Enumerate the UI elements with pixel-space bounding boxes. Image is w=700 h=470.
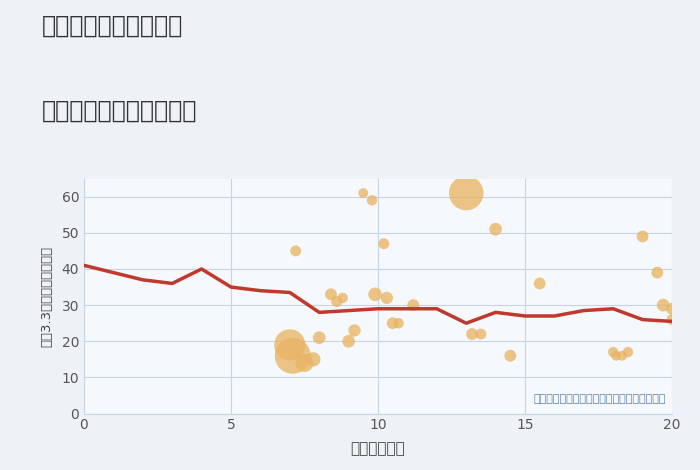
- Point: [657, 301, 668, 309]
- Point: [370, 290, 381, 298]
- Text: 円の大きさは、取引のあった物件面積を示す: 円の大きさは、取引のあった物件面積を示す: [533, 394, 666, 404]
- Point: [326, 290, 337, 298]
- Point: [308, 356, 319, 363]
- Point: [461, 189, 472, 197]
- Point: [343, 337, 354, 345]
- Point: [299, 359, 310, 367]
- Point: [290, 247, 301, 255]
- Text: 駅距離別中古戸建て価格: 駅距離別中古戸建て価格: [42, 99, 197, 123]
- Point: [666, 305, 678, 313]
- Point: [393, 320, 404, 327]
- Point: [466, 330, 477, 338]
- Point: [490, 226, 501, 233]
- Point: [358, 189, 369, 197]
- Y-axis label: 坪（3.3㎡）単価（万円）: 坪（3.3㎡）単価（万円）: [40, 245, 53, 347]
- Point: [378, 240, 389, 247]
- Point: [349, 327, 360, 334]
- Point: [475, 330, 486, 338]
- Point: [608, 348, 619, 356]
- Point: [622, 348, 634, 356]
- Point: [382, 294, 393, 302]
- Point: [637, 233, 648, 240]
- Point: [534, 280, 545, 287]
- Point: [505, 352, 516, 360]
- Point: [314, 334, 325, 341]
- Point: [407, 301, 419, 309]
- Point: [652, 269, 663, 276]
- Point: [610, 352, 622, 360]
- Point: [287, 352, 298, 360]
- Point: [331, 298, 342, 306]
- Point: [284, 341, 295, 349]
- Point: [367, 196, 378, 204]
- Point: [666, 316, 678, 323]
- Point: [387, 320, 398, 327]
- Text: 千葉県銚子市三軒町の: 千葉県銚子市三軒町の: [42, 14, 183, 38]
- Point: [617, 352, 628, 360]
- X-axis label: 駅距離（分）: 駅距離（分）: [351, 441, 405, 456]
- Point: [337, 294, 349, 302]
